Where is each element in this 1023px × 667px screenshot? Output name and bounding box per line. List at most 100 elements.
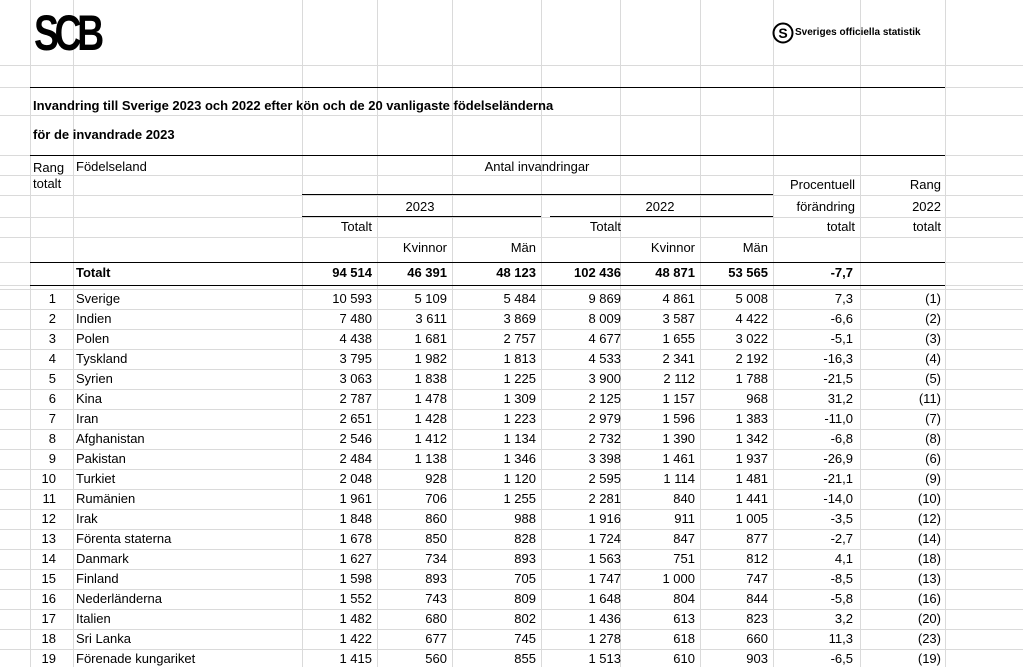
country: Sri Lanka — [76, 631, 131, 646]
value: 2 341 — [662, 351, 695, 366]
value: (19) — [917, 651, 941, 666]
value: 5 008 — [735, 291, 768, 306]
gridline — [700, 0, 701, 667]
rank: 16 — [41, 591, 56, 606]
gridline — [377, 0, 378, 667]
value: 1 390 — [662, 431, 695, 446]
rank: 14 — [41, 551, 56, 566]
value: 1 724 — [588, 531, 621, 546]
svg-text:S: S — [778, 25, 787, 41]
value: 706 — [425, 491, 447, 506]
value: 10 593 — [332, 291, 372, 306]
value: -5,8 — [830, 591, 853, 606]
country: Pakistan — [76, 451, 126, 466]
column-header: 2022 — [645, 199, 675, 214]
rank: 3 — [48, 331, 56, 346]
column-header: totalt — [912, 219, 941, 234]
gridline — [0, 217, 1023, 218]
value: 1 813 — [503, 351, 536, 366]
value: 4 861 — [662, 291, 695, 306]
column-header: förändring — [796, 199, 855, 214]
value: -2,7 — [830, 531, 853, 546]
gridline — [620, 0, 621, 667]
value: 618 — [673, 631, 695, 646]
border — [30, 87, 945, 88]
value: 1 788 — [735, 371, 768, 386]
column-header: Män — [510, 240, 536, 255]
value: 1 412 — [414, 431, 447, 446]
rank: 5 — [48, 371, 56, 386]
country: Indien — [76, 311, 112, 326]
value: 1 134 — [503, 431, 536, 446]
value: 751 — [673, 551, 695, 566]
gridline — [0, 289, 1023, 290]
value: 3 022 — [735, 331, 768, 346]
country: Nederländerna — [76, 591, 163, 606]
value: 1 982 — [414, 351, 447, 366]
gridline — [0, 629, 1023, 630]
value: 893 — [425, 571, 447, 586]
value: 9 869 — [588, 291, 621, 306]
country: Irak — [76, 511, 98, 526]
column-header: Kvinnor — [402, 240, 447, 255]
value: 1 596 — [662, 411, 695, 426]
value: 4,1 — [834, 551, 853, 566]
value: 705 — [514, 571, 536, 586]
value: 1 000 — [662, 571, 695, 586]
value: 911 — [674, 511, 695, 526]
value: 31,2 — [827, 391, 853, 406]
value: 1 278 — [588, 631, 621, 646]
gridline — [0, 237, 1023, 238]
border — [302, 216, 541, 217]
value: 840 — [673, 491, 695, 506]
gridline — [945, 0, 946, 667]
gridline — [0, 409, 1023, 410]
value: 928 — [425, 471, 447, 486]
column-header: Män — [742, 240, 768, 255]
value: 1 415 — [339, 651, 372, 666]
value: 660 — [746, 631, 768, 646]
value: 1 157 — [662, 391, 695, 406]
value: 1 563 — [588, 551, 621, 566]
value: 1 428 — [414, 411, 447, 426]
column-header: Antal invandringar — [484, 159, 590, 174]
value: (23) — [917, 631, 941, 646]
value: 1 648 — [588, 591, 621, 606]
value: -21,5 — [823, 371, 853, 386]
value: 2 281 — [588, 491, 621, 506]
rank: 2 — [48, 311, 56, 326]
value: 3 587 — [662, 311, 695, 326]
value: 823 — [746, 611, 768, 626]
border — [30, 155, 945, 156]
value: 2 048 — [339, 471, 372, 486]
value: 1 223 — [503, 411, 536, 426]
value: (1) — [925, 291, 941, 306]
value: 745 — [514, 631, 536, 646]
column-header: Totalt — [589, 219, 621, 234]
border — [30, 262, 945, 263]
rank: 1 — [48, 291, 56, 306]
value: 877 — [746, 531, 768, 546]
value: 2 112 — [663, 371, 695, 386]
value: 7 480 — [339, 311, 372, 326]
value: 11,3 — [828, 631, 853, 646]
value: (4) — [925, 351, 941, 366]
gridline — [0, 589, 1023, 590]
value: 2 732 — [588, 431, 621, 446]
value: 1 513 — [588, 651, 621, 666]
value: 4 533 — [588, 351, 621, 366]
column-header: 2022 — [912, 199, 941, 214]
gridline — [0, 175, 1023, 176]
gridline — [0, 429, 1023, 430]
value: 3 611 — [415, 311, 447, 326]
country: Finland — [76, 571, 119, 586]
value: 1 342 — [735, 431, 768, 446]
gridline — [0, 369, 1023, 370]
rank: 10 — [41, 471, 56, 486]
gridline — [452, 0, 453, 667]
total-value: 53 565 — [728, 265, 768, 280]
value: 2 595 — [588, 471, 621, 486]
gridline — [0, 469, 1023, 470]
value: 1 346 — [503, 451, 536, 466]
value: 1 681 — [414, 331, 447, 346]
